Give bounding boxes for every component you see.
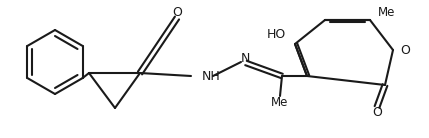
Text: Me: Me bbox=[378, 6, 396, 18]
Text: NH: NH bbox=[202, 71, 221, 83]
Text: O: O bbox=[172, 6, 182, 19]
Text: O: O bbox=[400, 43, 410, 56]
Text: O: O bbox=[372, 107, 382, 120]
Text: Me: Me bbox=[271, 95, 289, 108]
Text: N: N bbox=[240, 51, 250, 64]
Text: HO: HO bbox=[267, 29, 286, 42]
